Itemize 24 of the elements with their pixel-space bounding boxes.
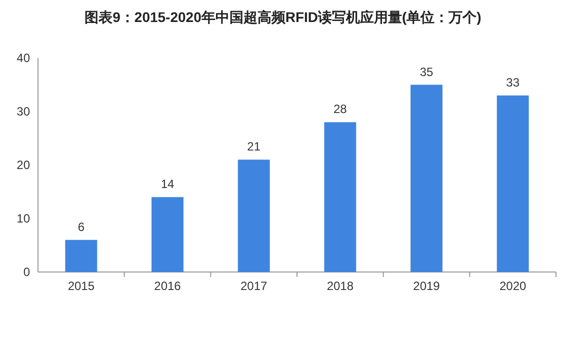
x-tick-label: 2015: [68, 279, 95, 293]
bar: [238, 160, 270, 272]
y-tick-label: 40: [16, 51, 30, 65]
bar: [65, 240, 98, 272]
data-label: 6: [78, 220, 85, 234]
data-label: 33: [506, 75, 520, 90]
x-tick-label: 2020: [499, 279, 527, 293]
y-tick-label: 30: [16, 104, 30, 118]
y-tick-label: 10: [16, 212, 30, 226]
bar: [410, 84, 442, 272]
x-tick-label: 2019: [413, 279, 440, 293]
data-label: 14: [160, 177, 174, 192]
chart-title: 图表9：2015-2020年中国超高频RFID读写机应用量(单位：万个): [84, 9, 482, 25]
bar: [152, 197, 184, 272]
x-tick-label: 2017: [240, 279, 268, 293]
data-label: 21: [247, 140, 261, 154]
data-label: 35: [420, 64, 434, 79]
data-label: 28: [333, 102, 348, 116]
x-tick-label: 2016: [154, 279, 182, 293]
y-tick-label: 20: [16, 158, 30, 172]
bar: [324, 122, 356, 272]
bar: [496, 95, 529, 272]
y-tick-label: 0: [23, 265, 30, 279]
x-tick-label: 2018: [326, 279, 354, 293]
